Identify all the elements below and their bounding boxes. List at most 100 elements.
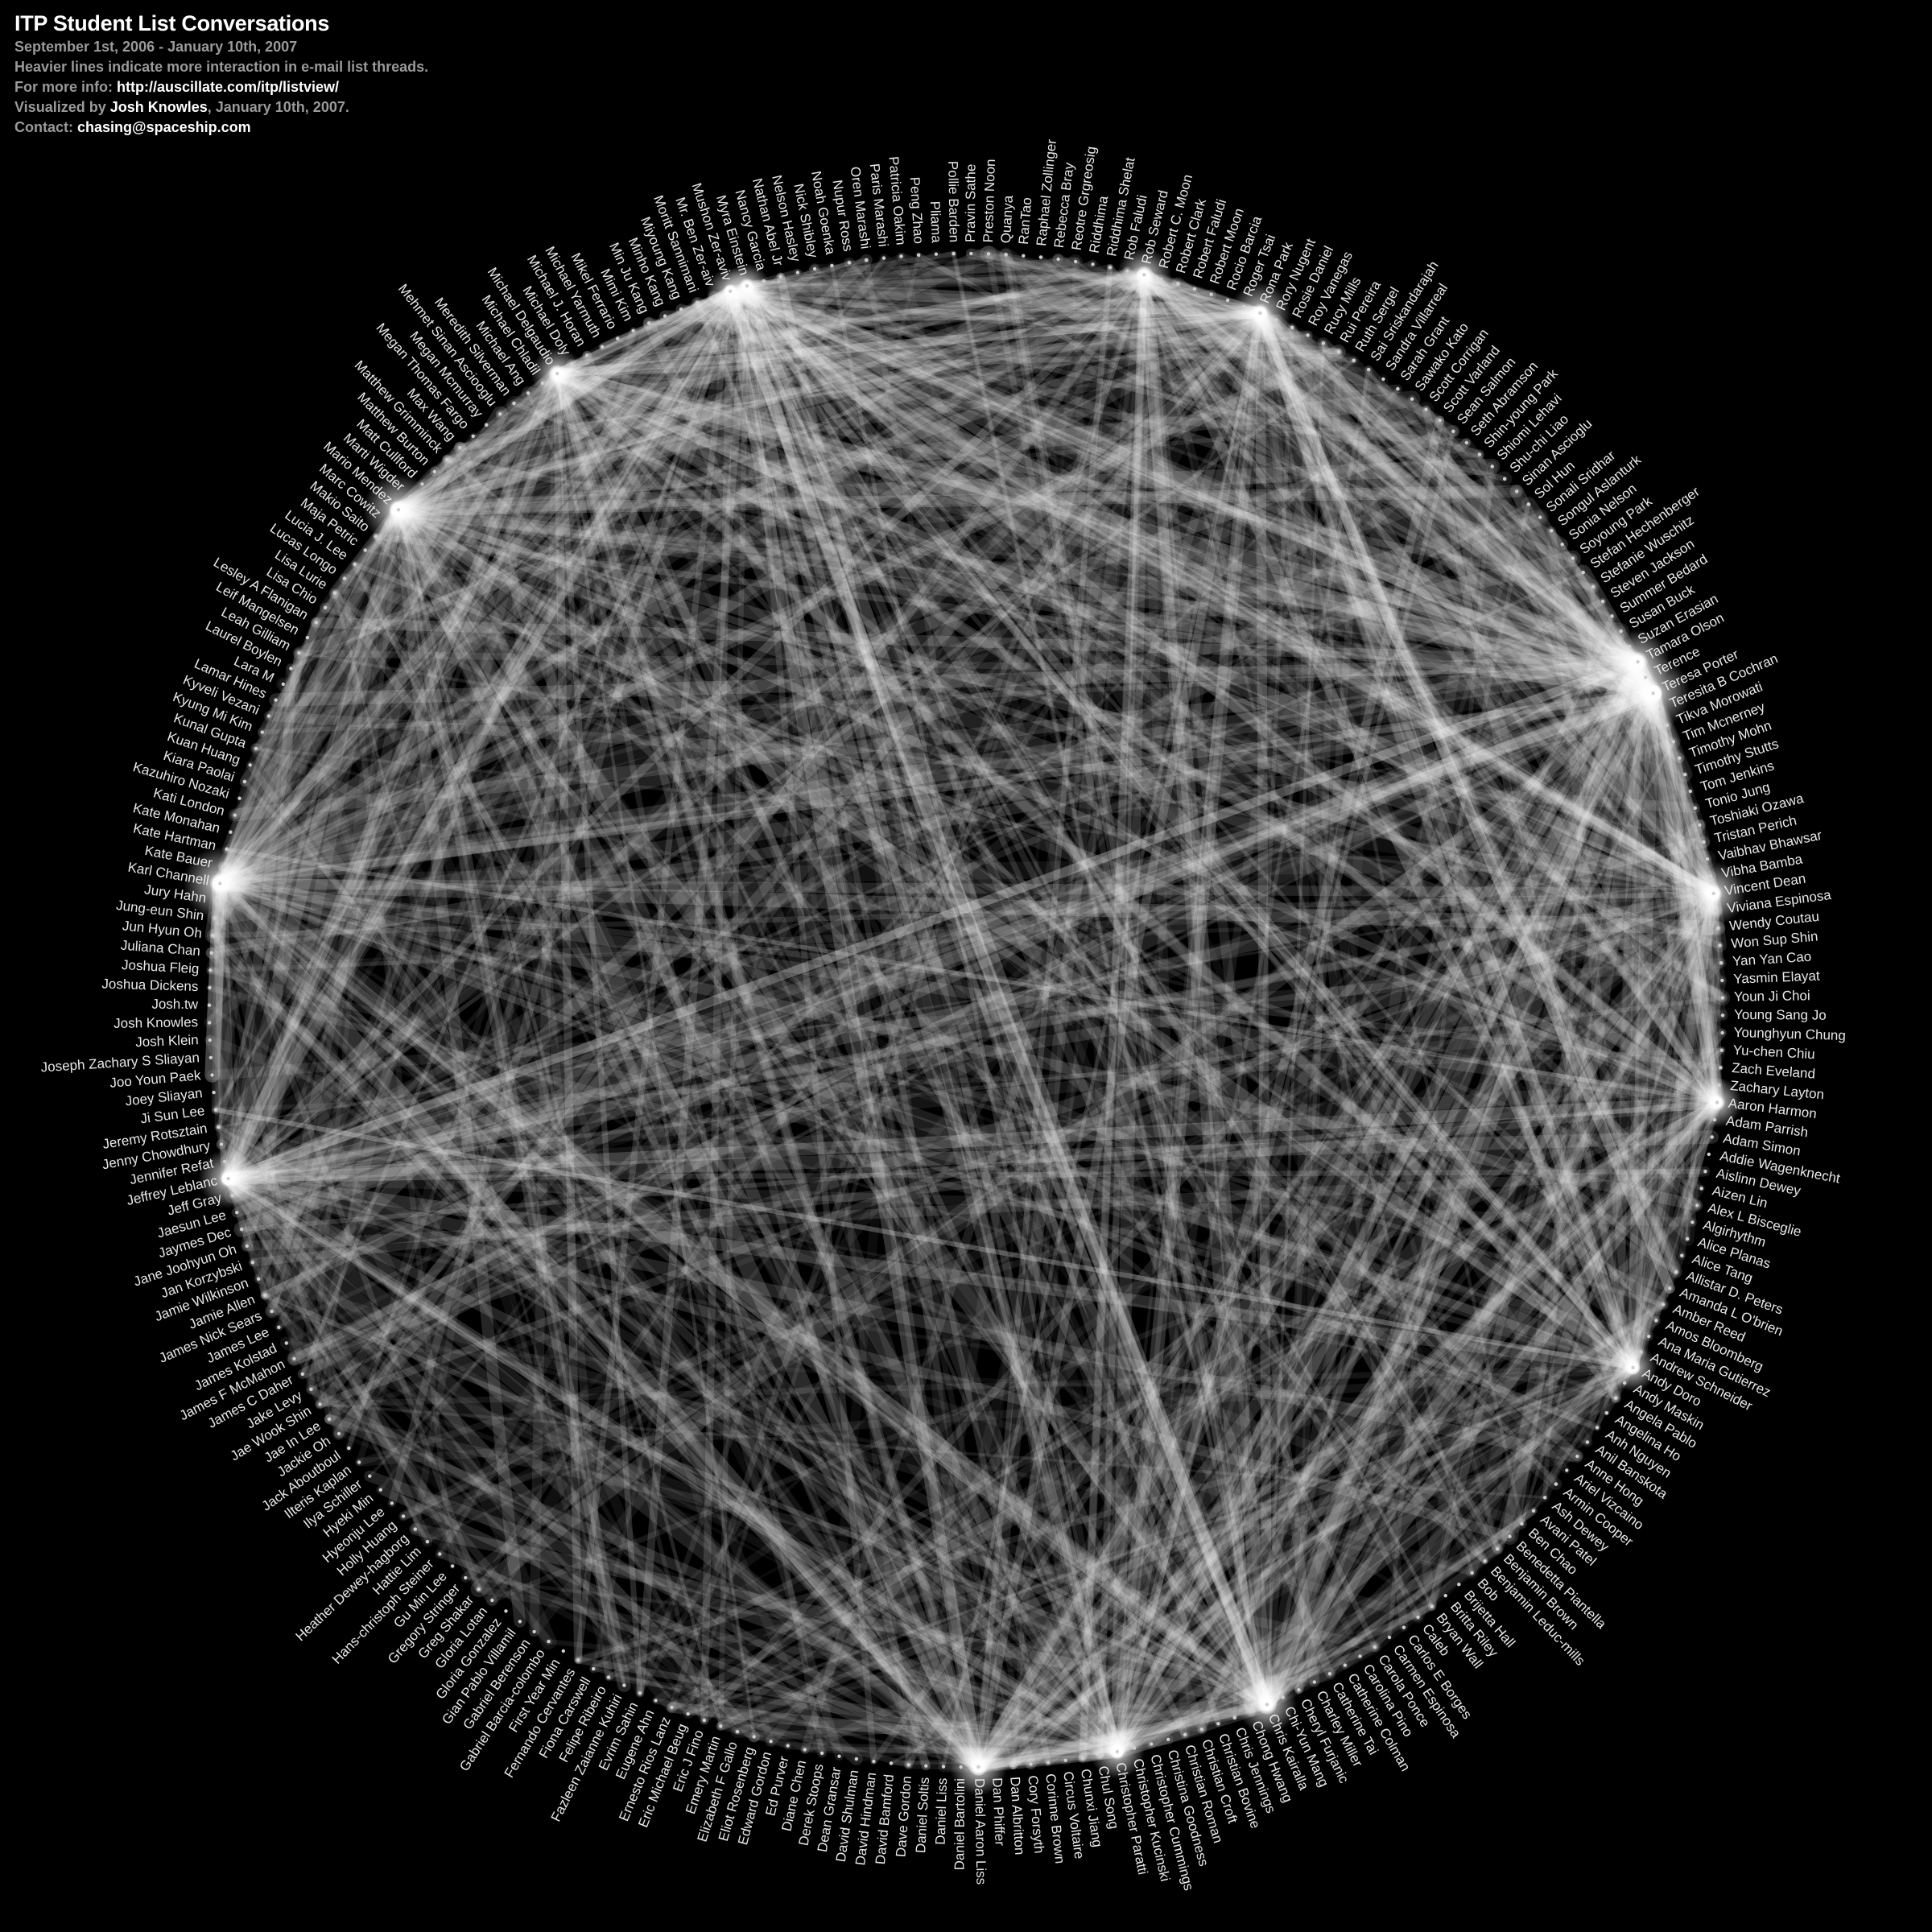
node-dot — [1631, 1365, 1635, 1370]
name-label-josh-klein: Josh Klein — [135, 1032, 199, 1050]
conversation-edge — [445, 457, 1640, 664]
node-dot — [248, 763, 252, 767]
conversation-edge — [261, 319, 654, 1300]
conversation-edge — [208, 968, 1600, 1430]
conversation-edge — [214, 254, 1064, 890]
conversation-edge — [394, 506, 1488, 1565]
conversation-edge — [222, 1173, 498, 1606]
conversation-edge — [262, 597, 1607, 1299]
conversation-edge — [980, 245, 1662, 702]
conversation-edge — [225, 1176, 1103, 1757]
conversation-edge — [1259, 886, 1721, 1712]
conversation-edge — [204, 1034, 433, 1547]
conversation-edge — [1610, 656, 1644, 1404]
conversation-edge — [1111, 887, 1719, 1757]
node-dot — [1702, 840, 1706, 844]
conversation-edge — [552, 308, 1265, 378]
conversation-edge — [744, 283, 1221, 1727]
conversation-edge — [1476, 451, 1720, 1106]
conversation-edge — [295, 649, 1649, 681]
node-dot — [1654, 1319, 1658, 1323]
node-dot — [924, 1764, 928, 1768]
conversation-edge — [396, 507, 1678, 1274]
conversation-edge — [496, 410, 613, 1682]
conversation-edge — [223, 1174, 1698, 1228]
node-dot — [213, 916, 217, 920]
conversation-edge — [668, 271, 1148, 1711]
node-dot — [1690, 1220, 1695, 1224]
conversation-edge — [539, 379, 1571, 1475]
conversation-edge — [1411, 655, 1645, 1624]
node-dot — [1159, 277, 1163, 281]
conversation-edge — [1589, 583, 1701, 1210]
conversation-edge — [741, 280, 1274, 1711]
credit-name: Josh Knowles — [109, 99, 208, 115]
conversation-edge — [206, 984, 1637, 1371]
conversation-edge — [1294, 889, 1718, 1695]
node-dot — [1091, 262, 1095, 266]
conversation-edge — [1540, 1046, 1727, 1502]
node-dot — [357, 1460, 361, 1464]
conversation-edge — [553, 369, 1471, 447]
conversation-edge — [390, 502, 1629, 640]
conversation-edge — [221, 1172, 1584, 1463]
conversation-edge — [394, 505, 931, 1771]
conversation-edge — [483, 271, 1147, 428]
conversation-edge — [1138, 269, 1639, 1373]
conversation-edge — [637, 271, 1147, 1696]
conversation-edge — [551, 368, 985, 1773]
node-dot — [230, 1194, 234, 1198]
conversation-edge — [765, 656, 1644, 1748]
node-dot — [281, 682, 285, 687]
conversation-edge — [574, 1656, 1121, 1756]
conversation-edge — [553, 369, 982, 1771]
conversation-edge — [809, 263, 985, 1773]
conversation-edge — [209, 951, 980, 1769]
conversation-edge — [258, 728, 344, 1439]
conversation-edge — [1635, 659, 1719, 1105]
conversation-edge — [1532, 1270, 1678, 1513]
name-label-josh-tw: Josh.tw — [151, 997, 198, 1012]
conversation-edge — [210, 724, 1669, 955]
conversation-edge — [392, 503, 1660, 700]
conversation-edge — [1633, 657, 1646, 1357]
conversation-edge — [249, 1259, 741, 1735]
conversation-edge — [221, 366, 564, 1186]
conversation-edge — [211, 1105, 1288, 1703]
conversation-edge — [724, 286, 1273, 1711]
conversation-edge — [553, 369, 1721, 1107]
conversation-edge — [206, 1002, 1188, 1737]
node-dot — [342, 576, 347, 580]
node-dot — [1622, 1381, 1627, 1385]
node-dot — [622, 1683, 626, 1687]
conversation-edge — [229, 309, 1264, 1199]
conversation-edge — [409, 1523, 1274, 1711]
conversation-edge — [1491, 887, 1719, 1555]
conversation-edge — [1255, 308, 1459, 436]
conversation-edge — [1408, 394, 1718, 898]
conversation-edge — [255, 254, 887, 1282]
node-dot — [1661, 1302, 1666, 1307]
conversation-edge — [744, 250, 956, 289]
conversation-edge — [526, 391, 1120, 1754]
node-dot — [1619, 630, 1623, 634]
conversation-edge — [554, 370, 1679, 1276]
contact-email[interactable]: chasing@spaceship.com — [77, 119, 251, 135]
conversation-edge — [215, 878, 1272, 1710]
conversation-edge — [694, 299, 1263, 316]
conversation-edge — [206, 966, 1653, 1340]
node-dot — [600, 345, 605, 349]
conversation-edge — [221, 1172, 863, 1765]
conversation-edge — [393, 285, 737, 516]
node-dot — [830, 263, 834, 268]
info-link[interactable]: http://auscillate.com/itp/listview/ — [117, 79, 340, 95]
conversation-edge — [212, 471, 1513, 891]
node-dot — [591, 1666, 596, 1671]
conversation-edge — [222, 922, 1724, 1185]
conversation-edge — [1052, 254, 1644, 668]
node-dot — [647, 321, 651, 325]
conversation-edge — [643, 317, 1274, 1711]
conversation-edge — [205, 687, 1659, 959]
node-dot — [1274, 318, 1278, 322]
conversation-edge — [224, 270, 1149, 1183]
